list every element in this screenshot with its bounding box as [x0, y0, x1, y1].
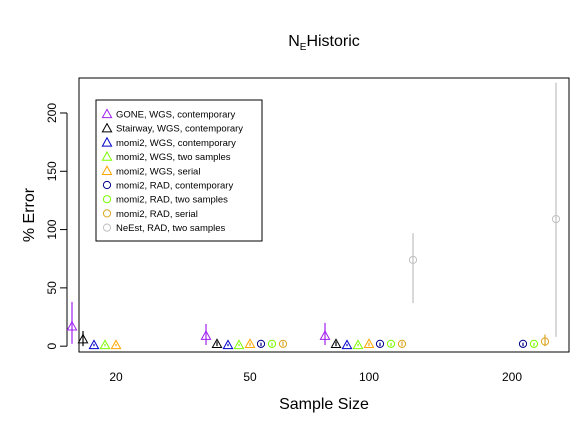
chart-title: NEHistoric [288, 33, 360, 53]
legend-entry: momi2, WGS, two samples [116, 152, 231, 163]
y-tick-label: 0 [45, 343, 59, 350]
circle-marker [102, 209, 112, 218]
series-9 [408, 82, 561, 337]
legend-entry: momi2, WGS, contemporary [116, 138, 236, 149]
circle-marker [102, 180, 112, 190]
circle-marker [540, 337, 550, 346]
x-tick-label: 50 [243, 370, 257, 384]
circle-marker [267, 339, 277, 348]
y-tick-label: 50 [45, 281, 59, 295]
legend-box [95, 99, 263, 242]
circle-marker [256, 339, 266, 348]
triangle-marker [244, 338, 256, 349]
circle-marker [529, 339, 539, 348]
triangle-marker [77, 333, 89, 344]
triangle-marker [88, 339, 100, 350]
series-4 [99, 339, 364, 350]
circle-marker [102, 195, 112, 204]
series-2 [77, 331, 342, 349]
x-tick-label: 200 [502, 370, 522, 384]
circle-marker [278, 339, 288, 348]
plot-frame [78, 77, 570, 353]
x-axis-label: Sample Size [279, 396, 369, 413]
series-5 [110, 338, 375, 350]
circle-marker [518, 339, 528, 348]
legend-entry: GONE, WGS, contemporary [116, 110, 236, 121]
legend: GONE, WGS, contemporary Stairway, WGS, co… [95, 99, 263, 242]
circle-marker [386, 339, 396, 348]
triangle-marker [101, 108, 113, 119]
series-3 [88, 339, 353, 350]
circle-marker [375, 339, 385, 348]
legend-entry: momi2, WGS, serial [116, 166, 200, 177]
y-axis: 0 50 100 150 200 [45, 103, 68, 350]
circle-marker [408, 255, 418, 264]
circle-marker [397, 339, 407, 348]
legend-entry: momi2, RAD, serial [116, 209, 198, 220]
legend-entry: momi2, RAD, two samples [116, 195, 228, 206]
x-tick-label: 20 [109, 370, 123, 384]
x-tick-label: 100 [359, 370, 379, 384]
series-1 [66, 301, 331, 346]
triangle-marker [222, 339, 234, 350]
y-axis-label: % Error [21, 187, 38, 242]
legend-entry: Stairway, WGS, contemporary [116, 124, 243, 135]
triangle-marker [110, 339, 122, 350]
triangle-marker [363, 338, 375, 349]
y-tick-label: 100 [45, 219, 59, 239]
triangle-marker [211, 338, 223, 349]
series-7 [267, 339, 539, 348]
y-tick-label: 150 [45, 161, 59, 181]
series-8 [278, 334, 550, 348]
legend-entry: momi2, RAD, contemporary [116, 181, 233, 192]
circle-marker [102, 223, 112, 232]
series-6 [256, 339, 528, 348]
x-axis: 20 50 100 200 [109, 370, 522, 384]
triangle-marker [341, 339, 353, 350]
triangle-marker [101, 150, 113, 161]
legend-entry: NeEst, RAD, two samples [116, 223, 226, 234]
triangle-marker [233, 339, 245, 350]
triangle-marker [99, 339, 111, 350]
triangle-marker [101, 136, 113, 147]
triangle-marker [101, 165, 113, 175]
circle-marker [551, 214, 561, 224]
triangle-marker [330, 338, 342, 349]
triangle-marker [101, 122, 113, 133]
triangle-marker [66, 320, 78, 331]
triangle-marker [319, 330, 331, 340]
triangle-marker [200, 330, 212, 340]
triangle-marker [352, 339, 364, 350]
data-marks [66, 82, 561, 350]
y-tick-label: 200 [45, 103, 59, 123]
